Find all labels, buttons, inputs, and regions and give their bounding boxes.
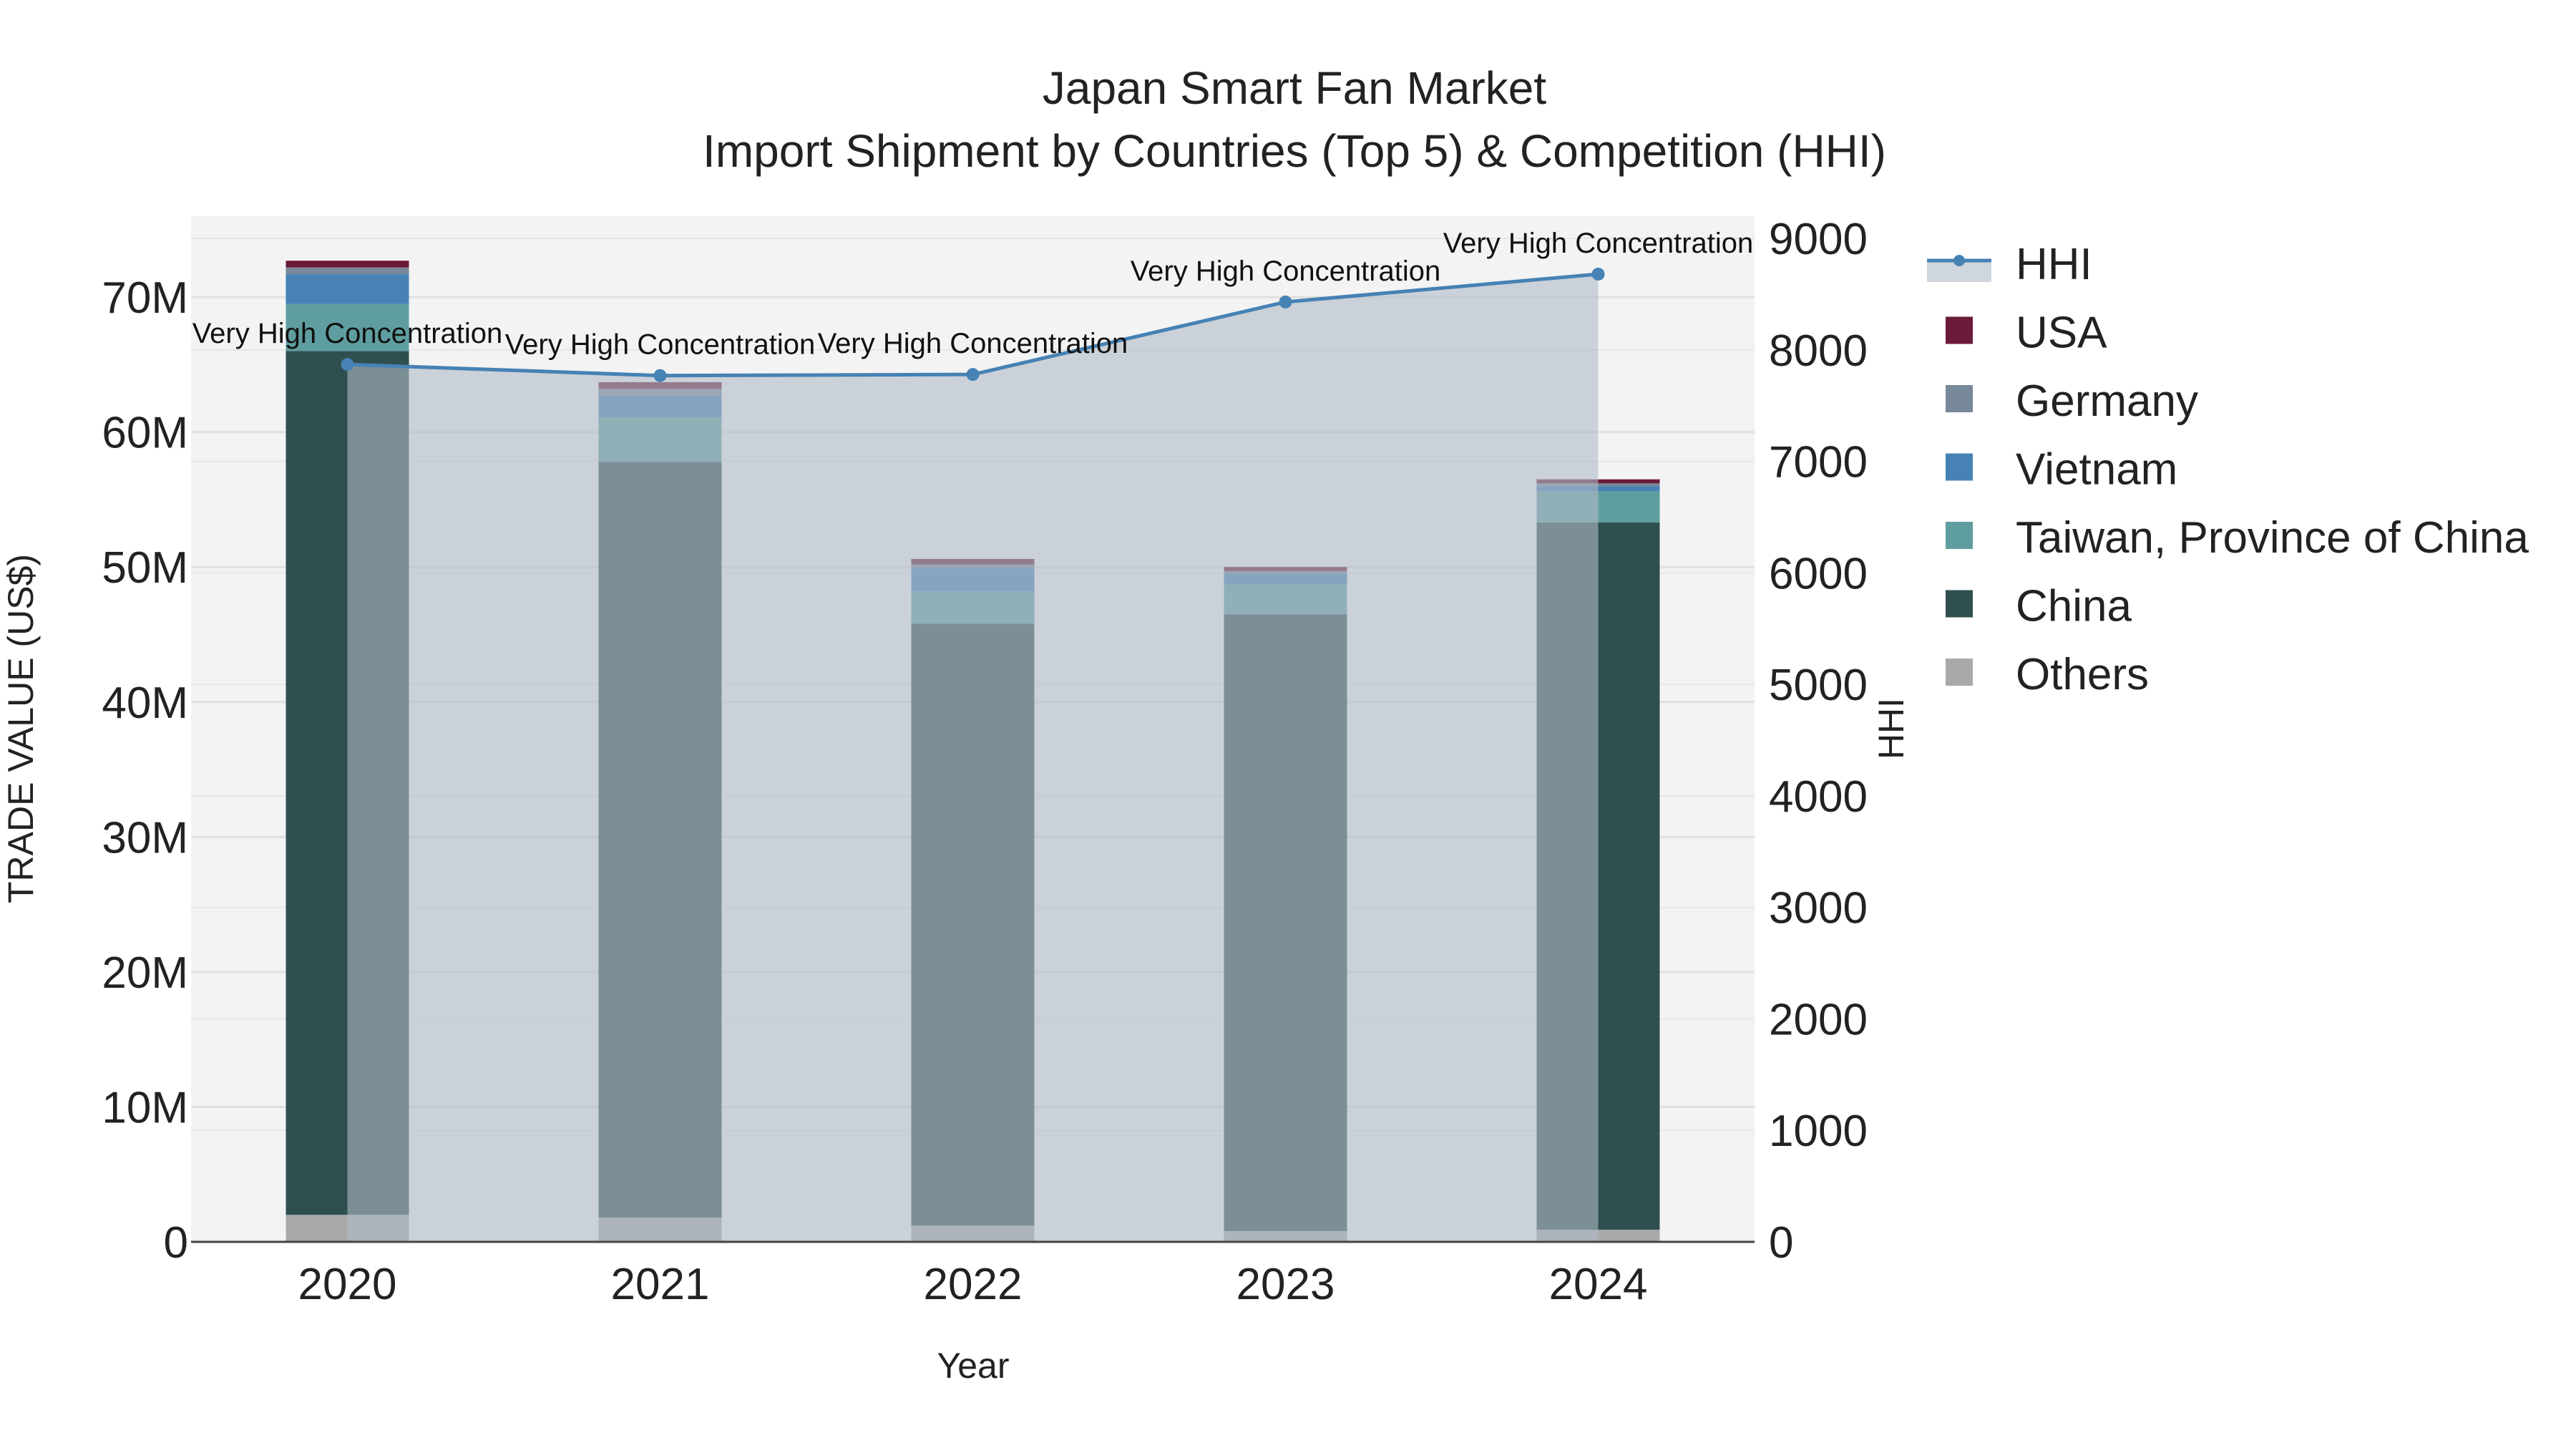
y-axis-title: TRADE VALUE (US$): [1, 554, 41, 903]
legend-label-germany: Germany: [2016, 376, 2198, 426]
y-tick-label: 0: [164, 1218, 188, 1268]
y2-tick-label: 6000: [1769, 549, 1868, 598]
x-axis-title: Year: [937, 1346, 1009, 1386]
x-tick-label-2021: 2021: [611, 1260, 710, 1309]
legend-item-germany: Germany: [1946, 376, 2198, 426]
legend-label-vietnam: Vietnam: [2016, 445, 2177, 495]
legend-swatch-china: [1946, 590, 1973, 618]
y-tick-label: 60M: [102, 409, 188, 458]
y-tick-label: 70M: [102, 273, 188, 323]
x-tick-label-2024: 2024: [1549, 1260, 1648, 1309]
hhi-point-2023: [1279, 295, 1292, 308]
y2-tick-label: 7000: [1769, 438, 1868, 487]
y2-tick-label: 1000: [1769, 1107, 1868, 1156]
legend-swatch-taiwan-province-of-china: [1946, 522, 1973, 549]
legend-item-vietnam: Vietnam: [1946, 445, 2177, 495]
y-tick-label: 50M: [102, 543, 188, 593]
x-tick-label-2022: 2022: [924, 1260, 1023, 1309]
y2-tick-label: 2000: [1769, 995, 1868, 1044]
legend-swatch-usa: [1946, 316, 1973, 344]
legend-item-taiwan-province-of-china: Taiwan, Province of China: [1946, 513, 2529, 563]
hhi-annotation-2020: Very High Concentration: [192, 318, 503, 349]
hhi-area: [347, 273, 1599, 1243]
legend-item-others: Others: [1946, 650, 2149, 699]
legend-label-usa: USA: [2016, 308, 2107, 358]
hhi-point-2020: [341, 358, 354, 371]
legend-label-others: Others: [2016, 650, 2149, 699]
y2-tick-label: 4000: [1769, 772, 1868, 822]
legend-label-hhi: HHI: [2016, 240, 2092, 289]
y2-tick-label: 9000: [1769, 215, 1868, 264]
legend-label-taiwan-province-of-china: Taiwan, Province of China: [2016, 513, 2529, 563]
hhi-annotation-2021: Very High Concentration: [505, 329, 816, 361]
hhi-annotation-2022: Very High Concentration: [818, 328, 1128, 359]
x-tick-label-2023: 2023: [1236, 1260, 1335, 1309]
legend-swatch-germany: [1946, 385, 1973, 412]
y2-tick-label: 8000: [1769, 326, 1868, 376]
bar-vietnam-2020: [286, 274, 409, 304]
legend-item-china: China: [1946, 582, 2132, 631]
bar-germany-2020: [286, 267, 409, 275]
hhi-point-2022: [966, 368, 980, 382]
hhi-point-2024: [1591, 267, 1605, 281]
x-tick-label-2020: 2020: [298, 1260, 397, 1309]
hhi-point-2021: [653, 369, 667, 382]
chart-title: Japan Smart Fan Market: [1043, 62, 1547, 114]
legend-item-hhi: HHI: [1927, 240, 2092, 289]
legend-label-china: China: [2016, 582, 2132, 631]
bar-taiwan-province-of-china-2020: [286, 303, 409, 351]
legend-item-usa: USA: [1946, 308, 2107, 358]
legend-swatch-others: [1946, 659, 1973, 686]
y-tick-label: 10M: [102, 1083, 188, 1132]
y2-tick-label: 5000: [1769, 661, 1868, 710]
legend: HHI USA Germany Vietnam Taiwan, Province of …: [1927, 240, 2529, 699]
legend-swatch-vietnam: [1946, 453, 1973, 481]
y-tick-label: 40M: [102, 679, 188, 728]
axes: 0 10M 20M 30M 40M 50M 60M 70M 0 1000 2000 3000 4000 5…: [102, 215, 1868, 1309]
hhi-line-layer: Very High Concentration Very High Concent…: [192, 228, 1754, 1243]
y2-tick-label: 3000: [1769, 884, 1868, 933]
y2-axis-title: HHI: [1871, 698, 1911, 759]
y-tick-label: 20M: [102, 948, 188, 998]
bar-usa-2020: [286, 261, 409, 268]
legend-swatch-hhi-marker: [1953, 255, 1965, 266]
chart-subtitle: Import Shipment by Countries (Top 5) & C…: [703, 125, 1886, 177]
hhi-annotation-2023: Very High Concentration: [1131, 256, 1441, 287]
hhi-annotation-2024: Very High Concentration: [1443, 228, 1754, 259]
y2-tick-label: 0: [1769, 1218, 1793, 1268]
y-tick-label: 30M: [102, 813, 188, 862]
